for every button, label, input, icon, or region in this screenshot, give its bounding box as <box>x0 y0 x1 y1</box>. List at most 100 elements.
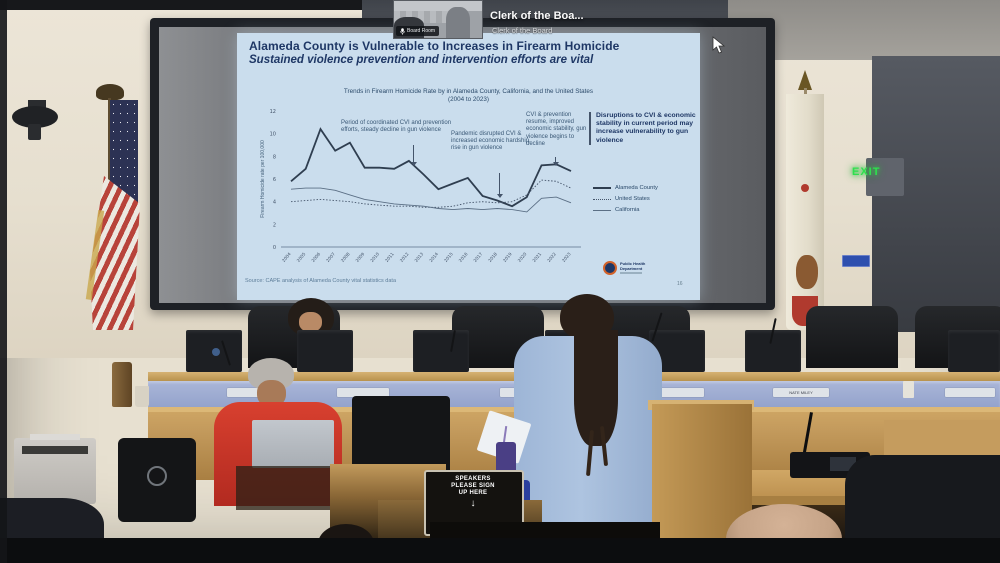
svg-text:4: 4 <box>273 200 276 206</box>
presentation-slide: Alameda County is Vulnerable to Increase… <box>237 33 700 300</box>
coffee-carafe <box>112 362 132 407</box>
paper-cup <box>903 381 914 398</box>
participant-subtitle: Clerk of the Board <box>492 26 553 35</box>
svg-text:2009: 2009 <box>355 251 367 263</box>
logo-text-line1: Public Health <box>620 260 646 266</box>
printer-paper-tray <box>30 434 80 440</box>
california-flag <box>786 94 824 330</box>
slide-title-block: Alameda County is Vulnerable to Increase… <box>249 39 694 66</box>
svg-text:2011: 2011 <box>384 251 396 263</box>
dais-nameplate <box>337 388 389 397</box>
ptz-camera-mount <box>28 100 46 109</box>
participant-name: Clerk of the Boa... <box>490 10 584 22</box>
svg-text:2013: 2013 <box>414 251 426 263</box>
ptz-camera <box>12 106 58 128</box>
desk-shadow <box>236 466 336 510</box>
dais-nameplate <box>227 388 279 397</box>
dais-nameplate-nate-miley: NATE MILEY <box>773 388 829 397</box>
silver-laptop <box>252 420 334 468</box>
hp-logo <box>212 348 220 356</box>
svg-text:2016: 2016 <box>458 251 470 263</box>
us-flag-eagle-finial <box>96 84 124 100</box>
speaker-braids <box>574 330 618 446</box>
svg-text:2014: 2014 <box>428 251 440 263</box>
chart-annotation-3: CVI & prevention resume, improved econom… <box>526 112 587 147</box>
svg-text:2023: 2023 <box>561 251 573 263</box>
svg-text:2010: 2010 <box>369 251 381 263</box>
slide-page-number: 16 <box>677 281 683 287</box>
dell-logo <box>147 466 167 486</box>
chart-annotation-1: Period of coordinated CVI and prevention… <box>341 120 452 134</box>
svg-text:2: 2 <box>273 222 276 228</box>
seated-official-face <box>299 312 322 332</box>
chart-annotation-2: Pandemic disrupted CVI & increased econo… <box>451 131 531 152</box>
microphone-icon <box>400 27 405 35</box>
chart-title: Trends in Firearm Homicide Rate by in Al… <box>343 88 594 95</box>
legend-item: California <box>593 207 658 213</box>
chart-legend: Alameda County United States California <box>593 185 658 218</box>
svg-text:2005: 2005 <box>296 251 308 263</box>
thumbnail-label: Board Room <box>407 28 436 34</box>
annotation-arrow-2 <box>496 173 503 198</box>
legend-item: Alameda County <box>593 185 658 191</box>
exit-sign: EXIT <box>852 166 881 178</box>
chart-subtitle: (2004 to 2023) <box>448 96 489 103</box>
slide-title: Alameda County is Vulnerable to Increase… <box>249 39 620 53</box>
annotation-arrow-1 <box>410 145 417 166</box>
dais-nameplate <box>652 388 704 397</box>
svg-text:2004: 2004 <box>281 251 293 263</box>
printer-output-slot <box>22 446 88 454</box>
svg-text:2018: 2018 <box>487 251 499 263</box>
slide-subtitle: Sustained violence prevention and interv… <box>249 54 594 66</box>
dais-monitor <box>413 330 469 372</box>
svg-text:2012: 2012 <box>399 251 411 263</box>
svg-text:2015: 2015 <box>443 251 455 263</box>
logo-icon <box>603 261 617 275</box>
ptz-camera-stem <box>28 124 41 140</box>
annotation-arrow-3 <box>552 157 559 166</box>
slide-callout: Disruptions to CVI & economic stability … <box>589 112 696 145</box>
wall-plaque <box>842 255 870 267</box>
chart-source-note: Source: CAPE analysis of Alameda County … <box>245 278 397 284</box>
svg-text:2022: 2022 <box>546 251 558 263</box>
svg-text:2006: 2006 <box>310 251 322 263</box>
svg-text:0: 0 <box>273 245 276 251</box>
california-flag-star <box>801 184 809 192</box>
svg-text:12: 12 <box>270 109 276 115</box>
thumbnail-name-tag: Board Room <box>396 26 440 36</box>
svg-text:2017: 2017 <box>472 251 484 263</box>
svg-text:8: 8 <box>273 154 276 160</box>
svg-text:2020: 2020 <box>517 251 529 263</box>
mouse-cursor <box>712 36 726 54</box>
exit-sign-plate <box>866 158 904 196</box>
dais-nameplate <box>945 388 995 397</box>
sign-line-3: UP HERE <box>458 490 488 496</box>
logo-tagline <box>620 272 642 275</box>
sign-line-1: SPEAKERS <box>455 476 491 482</box>
svg-text:2007: 2007 <box>325 251 337 263</box>
svg-text:10: 10 <box>270 132 276 138</box>
bottom-shadow <box>0 538 1000 563</box>
dais-monitor <box>297 330 353 372</box>
paper-cup <box>135 386 149 407</box>
california-flag-bear <box>796 255 818 289</box>
dais-chair <box>806 306 898 368</box>
legend-item: United States <box>593 196 658 202</box>
speakers-sign-text: SPEAKERS PLEASE SIGN UP HERE <box>428 476 518 497</box>
thumbnail-figure <box>446 7 470 38</box>
public-health-department-logo: Public Health Department <box>603 261 645 275</box>
svg-text:2019: 2019 <box>502 251 514 263</box>
thumbnail-ceiling <box>394 1 482 11</box>
svg-text:2008: 2008 <box>340 251 352 263</box>
svg-text:2021: 2021 <box>531 251 543 263</box>
sign-down-arrow-icon: ↓ <box>470 498 476 509</box>
logo-text-line2: Department <box>620 265 643 271</box>
dais-monitor <box>948 330 1000 372</box>
sign-line-2: PLEASE SIGN <box>451 483 495 489</box>
speaker-table-edge <box>640 496 890 505</box>
svg-text:6: 6 <box>273 177 276 183</box>
dais-monitor <box>745 330 801 372</box>
video-thumbnail-board-room[interactable]: Board Room <box>393 0 483 39</box>
